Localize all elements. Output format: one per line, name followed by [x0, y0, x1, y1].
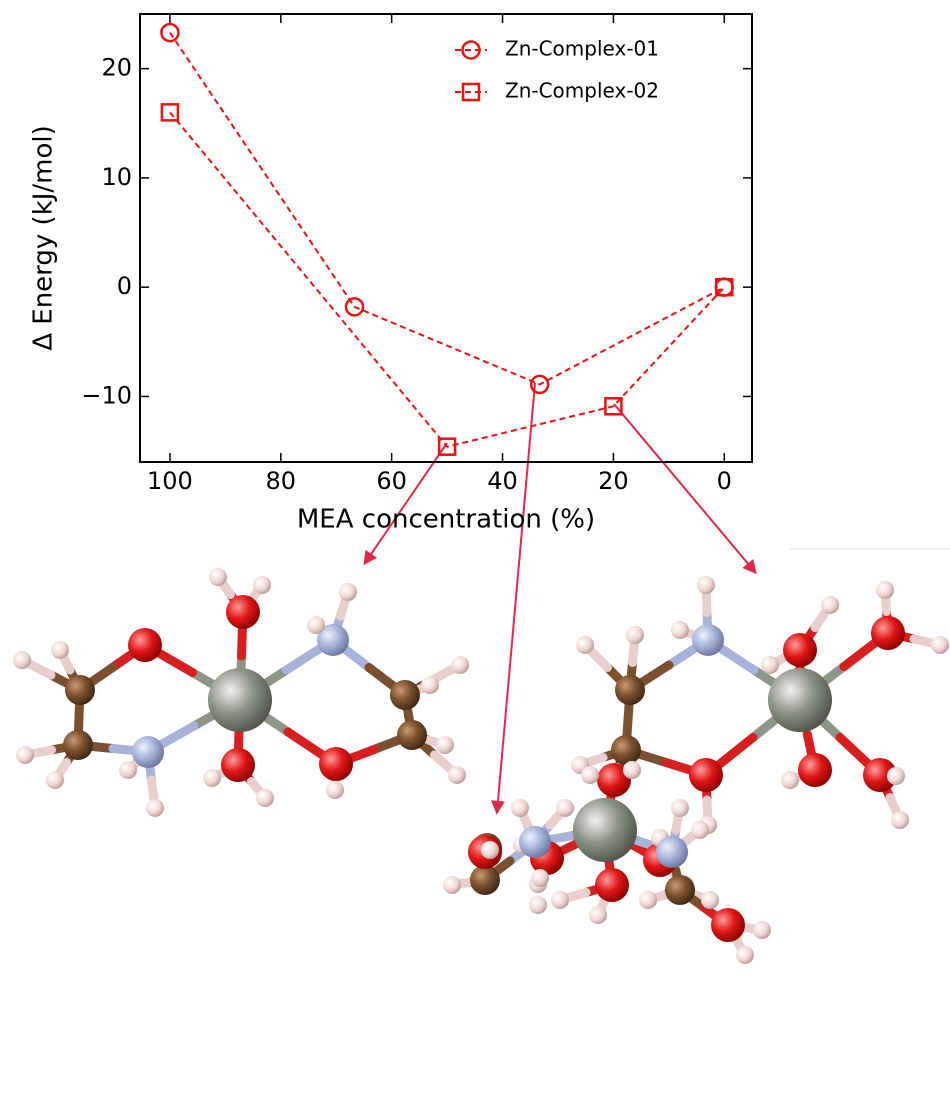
atom: [671, 621, 689, 639]
atom: [128, 628, 162, 662]
atom: [448, 766, 466, 784]
atom: [326, 781, 344, 799]
legend-label: Zn-Complex-02: [505, 79, 659, 103]
x-tick-label: 40: [487, 467, 518, 495]
atom: [697, 576, 715, 594]
x-tick-label: 100: [147, 467, 193, 495]
atom: [692, 624, 724, 656]
atom: [691, 821, 709, 839]
atom: [451, 656, 469, 674]
atom: [556, 799, 574, 817]
data-point: [716, 279, 733, 296]
atom: [689, 758, 723, 792]
atom: [319, 747, 353, 781]
atom: [531, 869, 549, 887]
atom: [876, 581, 894, 599]
x-axis-label: MEA concentration (%): [297, 505, 595, 535]
atom: [611, 735, 641, 765]
atom: [63, 730, 93, 760]
atom: [443, 876, 461, 894]
atom: [656, 836, 688, 868]
atom: [221, 748, 255, 782]
atom: [436, 736, 454, 754]
atom: [639, 891, 657, 909]
atom: [595, 868, 629, 902]
x-tick-label: 0: [717, 467, 732, 495]
atom: [931, 636, 949, 654]
atom: [783, 633, 817, 667]
x-tick-label: 20: [598, 467, 629, 495]
atom: [13, 651, 31, 669]
legend-label: Zn-Complex-01: [505, 37, 659, 61]
atom: [390, 680, 420, 710]
atom: [665, 875, 695, 905]
atom: [753, 921, 771, 939]
atom: [146, 799, 164, 817]
atom: [623, 761, 641, 779]
atom: [615, 675, 645, 705]
molecule: [443, 761, 771, 964]
atom: [589, 906, 607, 924]
atom: [887, 767, 905, 785]
atom: [626, 626, 644, 644]
atom: [256, 789, 274, 807]
atom: [573, 798, 637, 862]
atom: [701, 891, 719, 909]
arrow: [497, 383, 535, 812]
atom: [798, 753, 832, 787]
atom: [891, 811, 909, 829]
atom: [226, 595, 260, 629]
atom: [781, 771, 799, 789]
atom: [421, 676, 439, 694]
atom: [711, 908, 745, 942]
atom: [397, 720, 427, 750]
atom: [339, 583, 357, 601]
atom: [119, 761, 137, 779]
atom: [511, 799, 529, 817]
atom: [821, 596, 839, 614]
atom: [736, 946, 754, 964]
atom: [761, 656, 779, 674]
atom: [16, 746, 34, 764]
molecule: [13, 568, 469, 817]
figure: MEA concentration (%) Δ Energy (kJ/mol) …: [0, 0, 950, 1112]
arrow: [614, 404, 755, 572]
atom: [203, 769, 221, 787]
atom: [768, 668, 832, 732]
y-tick-label: 20: [101, 54, 132, 82]
y-axis-label: Δ Energy (kJ/mol): [29, 125, 59, 351]
atom: [132, 736, 164, 768]
y-tick-label: 0: [117, 272, 132, 300]
atom: [519, 826, 551, 858]
atom: [551, 891, 569, 909]
molecules: [13, 568, 949, 964]
atom: [576, 636, 594, 654]
atom: [253, 576, 271, 594]
atom: [529, 896, 547, 914]
atom: [51, 641, 69, 659]
atom: [65, 675, 95, 705]
y-tick-label: −10: [81, 381, 132, 409]
atom: [470, 865, 500, 895]
atom: [307, 616, 325, 634]
series-line: [170, 112, 724, 446]
x-tick-label: 80: [266, 467, 297, 495]
plot-frame: [140, 14, 752, 462]
atom: [208, 668, 272, 732]
atom: [46, 771, 64, 789]
molecule: [571, 576, 949, 834]
y-tick-label: 10: [101, 163, 132, 191]
x-tick-label: 60: [376, 467, 407, 495]
atom: [871, 616, 905, 650]
atom: [481, 841, 499, 859]
atom: [671, 799, 689, 817]
atom: [209, 568, 227, 586]
atom: [581, 766, 599, 784]
